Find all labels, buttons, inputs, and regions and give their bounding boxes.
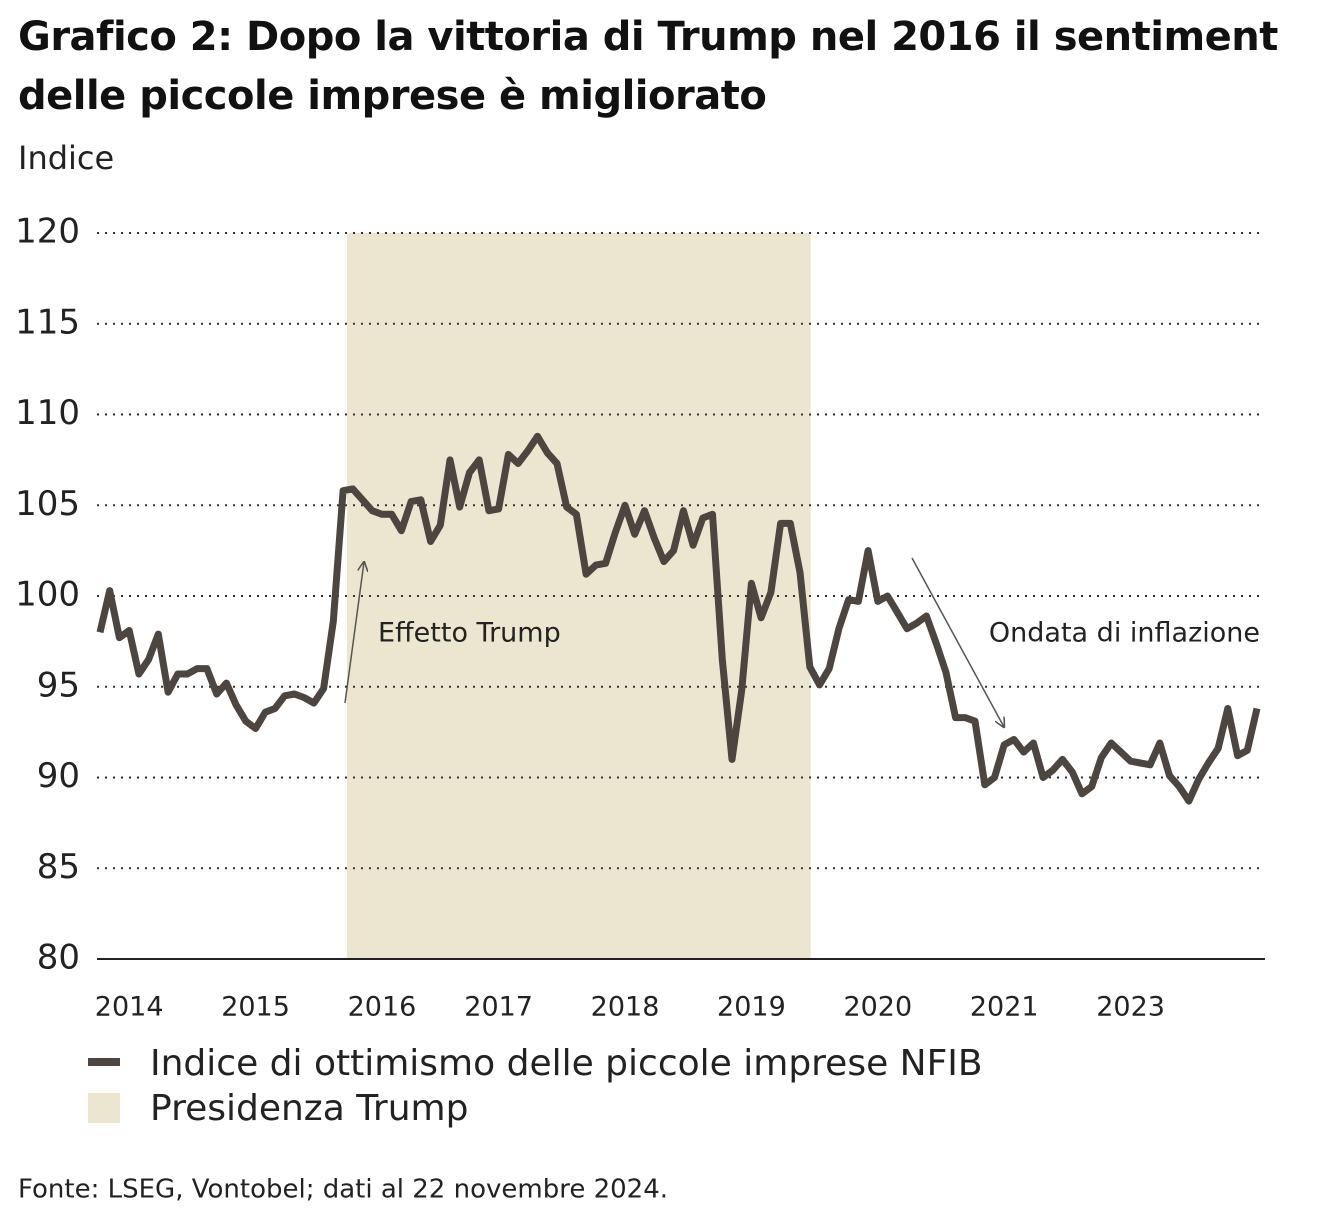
- y-tick-label: 120: [15, 212, 80, 252]
- legend-label: Presidenza Trump: [150, 1088, 468, 1129]
- y-tick-label: 105: [15, 484, 80, 524]
- x-tick-label: 2020: [843, 992, 912, 1023]
- y-tick-label: 110: [15, 393, 80, 433]
- x-tick-label: 2018: [591, 992, 660, 1023]
- legend-label: Indice di ottimismo delle piccole impres…: [150, 1043, 983, 1084]
- x-tick-label: 2017: [464, 992, 533, 1023]
- x-tick-label: 2015: [221, 992, 290, 1023]
- x-tick-label: 2016: [348, 992, 417, 1023]
- x-tick-label: 2014: [95, 992, 164, 1023]
- x-tick-label: 2023: [1096, 992, 1165, 1023]
- y-tick-label: 115: [15, 302, 80, 342]
- x-tick-label: 2019: [717, 992, 786, 1023]
- source: Fonte: LSEG, Vontobel; dati al 22 novemb…: [18, 1175, 668, 1205]
- y-tick-label: 85: [37, 847, 80, 887]
- annotation: Effetto Trump: [378, 618, 561, 649]
- y-tick-label: 90: [37, 756, 80, 796]
- y-tick-label: 100: [15, 575, 80, 615]
- x-tick-label: 2021: [970, 992, 1039, 1023]
- annotation: Ondata di inflazione: [989, 618, 1260, 649]
- y-tick-label: 80: [37, 938, 80, 978]
- y-axis-label: Indice: [18, 139, 114, 177]
- annotation-arrow: [344, 562, 364, 704]
- legend-swatch: [88, 1093, 120, 1123]
- series-line: [96, 432, 1261, 805]
- annotation-arrow: [911, 557, 1004, 727]
- chart-title: Grafico 2: Dopo la vittoria di Trump nel…: [18, 14, 1278, 119]
- y-tick-label: 95: [37, 665, 80, 705]
